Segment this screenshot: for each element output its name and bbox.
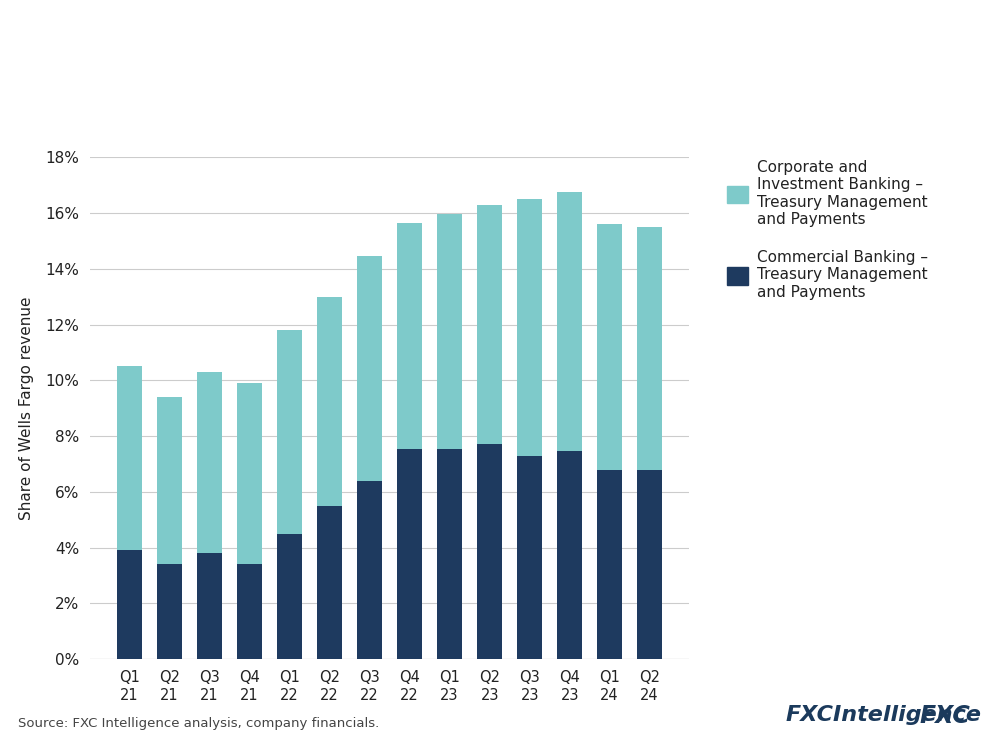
- Bar: [597, 470, 622, 659]
- Text: Source: FXC Intelligence analysis, company financials.: Source: FXC Intelligence analysis, compa…: [18, 718, 380, 730]
- Bar: [517, 199, 542, 455]
- Bar: [557, 192, 582, 452]
- Bar: [277, 533, 302, 659]
- Text: FXCIntelligence®: FXCIntelligence®: [738, 704, 970, 728]
- Bar: [117, 551, 142, 659]
- Bar: [438, 214, 462, 449]
- Text: FXC: FXC: [919, 704, 970, 728]
- Bar: [237, 383, 262, 564]
- Y-axis label: Share of Wells Fargo revenue: Share of Wells Fargo revenue: [19, 297, 34, 520]
- Bar: [517, 455, 542, 659]
- Bar: [117, 366, 142, 551]
- Bar: [237, 564, 262, 659]
- Bar: [197, 554, 222, 659]
- Bar: [637, 470, 662, 659]
- Bar: [637, 227, 662, 470]
- Bar: [157, 564, 182, 659]
- Bar: [197, 372, 222, 554]
- Bar: [277, 330, 302, 533]
- Legend: Corporate and
Investment Banking –
Treasury Management
and Payments, Commercial : Corporate and Investment Banking – Treas…: [727, 160, 928, 300]
- Text: Treasury Management accounts for 15% of Wells Fargo revenue: Treasury Management accounts for 15% of …: [18, 28, 889, 52]
- Bar: [358, 481, 382, 659]
- Bar: [398, 449, 422, 659]
- Bar: [438, 449, 462, 659]
- Text: Treasury Management & Payments contribution to Wells Fargo revenue: Treasury Management & Payments contribut…: [18, 92, 590, 107]
- Bar: [318, 297, 342, 506]
- Bar: [157, 397, 182, 564]
- Bar: [358, 256, 382, 481]
- Bar: [557, 452, 582, 659]
- Bar: [597, 224, 622, 470]
- Bar: [478, 204, 502, 444]
- Bar: [478, 444, 502, 659]
- Bar: [398, 222, 422, 449]
- Bar: [318, 506, 342, 659]
- Text: FXCIntelligence: FXCIntelligence: [786, 705, 982, 725]
